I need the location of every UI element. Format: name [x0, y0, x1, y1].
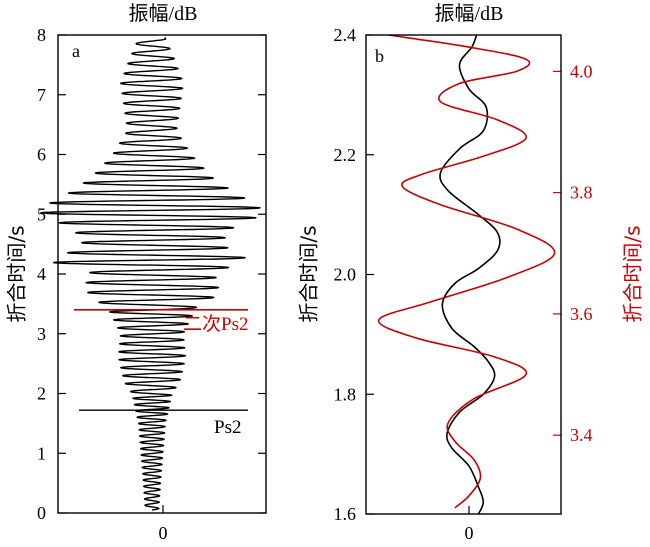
panel-a-trace: [40, 37, 261, 511]
panel-a-y-tick-label: 4: [37, 264, 46, 284]
panel-b-right-y-tick-label: 3.6: [570, 304, 593, 324]
panel-b-right-y-tick-label: 4.0: [570, 61, 593, 81]
panel-a-y-tick-label: 6: [37, 145, 46, 165]
panel-b-left-y-tick-label: 2.2: [334, 145, 357, 165]
panel-a: 振幅/dB a 0 1 2 3 4 5 6 7 8 二次Ps2 Ps2 0 折合时间/s: [5, 2, 267, 543]
panel-b-left-y-tick-label: 1.8: [334, 384, 357, 404]
secondary-ps2-label: 二次Ps2: [183, 313, 248, 335]
panel-a-frame: [57, 34, 267, 514]
panel-b-right-y-tick-label: 3.8: [570, 183, 593, 203]
panel-b-x-tick-label: 0: [465, 523, 474, 543]
panel-a-y-tick-label: 3: [37, 324, 46, 344]
panel-a-y-tick-label: 0: [37, 503, 46, 523]
panel-b-black-trace: [439, 34, 501, 515]
panel-a-y-axis-label: 折合时间/s: [5, 225, 29, 322]
ps2-label: Ps2: [214, 417, 241, 438]
panel-a-label: a: [72, 41, 80, 61]
panel-b-frame: [365, 34, 562, 515]
panel-a-y-tick-label: 7: [37, 85, 46, 105]
panel-a-y-tick-label: 2: [37, 384, 46, 404]
panel-a-y-ticks: 0 1 2 3 4 5 6 7 8: [37, 25, 266, 523]
panel-b-left-y-tick-label: 1.6: [334, 504, 357, 524]
panel-a-y-tick-label: 5: [37, 204, 46, 224]
panel-b-left-y-tick-label: 2.4: [334, 25, 357, 45]
panel-a-waveform: [40, 37, 261, 511]
panel-b-red-trace: [377, 34, 556, 509]
panel-b: 振幅/dB b 1.6 1.8 2.0 2.2 2.4 3.4 3.6 3.8 4.0 0 折…: [297, 2, 645, 543]
panel-b-left-y-tick-label: 2.0: [334, 265, 357, 285]
panel-b-label: b: [375, 46, 384, 66]
panel-b-right-y-ticks: 3.4 3.6 3.8 4.0: [553, 61, 593, 445]
panel-b-left-y-axis-label: 折合时间/s: [297, 225, 321, 322]
panel-b-right-y-tick-label: 3.4: [570, 425, 593, 445]
panel-a-y-tick-label: 8: [37, 25, 46, 45]
panel-b-right-y-axis-label: 折合时间/s: [621, 225, 645, 322]
panel-a-title: 振幅/dB: [129, 2, 198, 25]
panel-a-x-tick-label: 0: [159, 523, 168, 543]
panel-a-y-tick-label: 1: [37, 443, 46, 463]
panel-b-title: 振幅/dB: [435, 2, 504, 25]
panel-b-left-y-ticks: 1.6 1.8 2.0 2.2 2.4: [334, 25, 374, 524]
